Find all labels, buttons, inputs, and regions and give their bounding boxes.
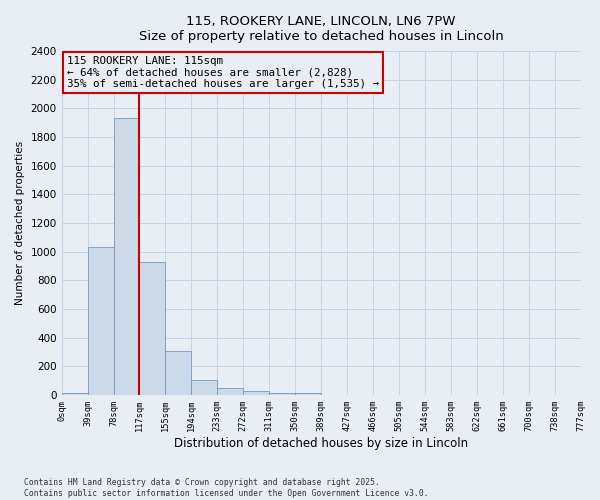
- Text: Contains HM Land Registry data © Crown copyright and database right 2025.
Contai: Contains HM Land Registry data © Crown c…: [24, 478, 428, 498]
- Bar: [113, 118, 139, 395]
- Bar: [139, 262, 166, 395]
- Bar: [295, 394, 321, 395]
- Text: 115 ROOKERY LANE: 115sqm
← 64% of detached houses are smaller (2,828)
35% of sem: 115 ROOKERY LANE: 115sqm ← 64% of detach…: [67, 56, 379, 90]
- X-axis label: Distribution of detached houses by size in Lincoln: Distribution of detached houses by size …: [174, 437, 468, 450]
- Y-axis label: Number of detached properties: Number of detached properties: [15, 141, 25, 305]
- Bar: [243, 391, 269, 395]
- Bar: [166, 350, 191, 395]
- Bar: [62, 393, 88, 395]
- Bar: [217, 388, 243, 395]
- Bar: [191, 380, 217, 395]
- Bar: [269, 392, 295, 395]
- Title: 115, ROOKERY LANE, LINCOLN, LN6 7PW
Size of property relative to detached houses: 115, ROOKERY LANE, LINCOLN, LN6 7PW Size…: [139, 15, 503, 43]
- Bar: [88, 248, 113, 395]
